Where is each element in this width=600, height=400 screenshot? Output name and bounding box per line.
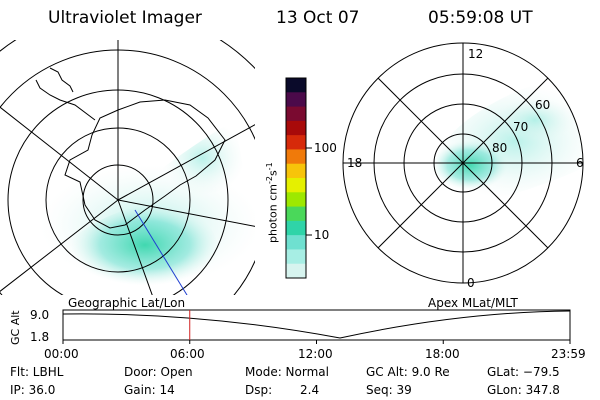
- alt-tick-9: 9.0: [30, 308, 50, 322]
- date-label: 13 Oct 07: [276, 8, 360, 28]
- info-door: Door: Open: [124, 365, 193, 379]
- colorbar: [286, 78, 306, 279]
- mlt-label-12: 12: [468, 47, 484, 61]
- time-tick-0000: 00:00: [44, 347, 79, 361]
- time-tick-2359: 23:59: [551, 347, 586, 361]
- colorbar-segment: [286, 149, 306, 165]
- colorbar-unit-label: photon cm-2s-1: [265, 162, 280, 243]
- info-seq: Seq: 39: [366, 383, 412, 397]
- colorbar-segment: [286, 235, 306, 250]
- unit-sup-2: -1: [265, 162, 274, 171]
- colorbar-tick-10: 10: [314, 228, 330, 242]
- colorbar-segment: [286, 120, 306, 136]
- time-tick-1800: 18:00: [425, 347, 460, 361]
- info-mode: Mode: Normal: [245, 365, 329, 379]
- colorbar-segment: [286, 249, 306, 265]
- time-tick-1200: 12:00: [298, 347, 333, 361]
- altitude-curve: [62, 310, 571, 339]
- peninsula-outline: [35, 79, 96, 121]
- info-gc-alt: GC Alt: 9.0 Re: [366, 365, 450, 379]
- geographic-map: [0, 40, 255, 295]
- colorbar-segment: [286, 192, 306, 208]
- geographic-caption: Geographic Lat/Lon: [68, 296, 186, 310]
- colorbar-segment: [286, 178, 306, 193]
- colorbar-segment: [286, 163, 306, 179]
- mlt-label-6: 6: [576, 156, 584, 170]
- apex-polar-plot: [342, 42, 584, 284]
- colorbar-segment: [286, 78, 306, 93]
- alt-tick-1-8: 1.8: [30, 330, 50, 344]
- aurora-oval-core: [432, 140, 508, 190]
- gc-alt-axis-label: GC Alt: [9, 310, 22, 345]
- apex-caption: Apex MLat/MLT: [428, 296, 518, 310]
- altitude-panel: [62, 309, 571, 344]
- info-gain: Gain: 14: [124, 383, 175, 397]
- time-label: 05:59:08 UT: [428, 8, 533, 28]
- app-title: Ultraviolet Imager: [48, 8, 202, 28]
- info-ip: IP: 36.0: [10, 383, 56, 397]
- colorbar-segment: [286, 220, 306, 236]
- antarctica-outline: [64, 99, 226, 229]
- unit-mid: s: [266, 170, 280, 177]
- mlat-label-70: 70: [513, 120, 529, 134]
- colorbar-segment: [286, 106, 306, 122]
- colorbar-segment: [286, 206, 306, 222]
- info-glat: GLat: −79.5: [487, 365, 560, 379]
- south-america-outline: [49, 67, 74, 93]
- colorbar-segment: [286, 135, 306, 150]
- colorbar-segment: [286, 263, 306, 279]
- mlat-label-60: 60: [535, 98, 551, 112]
- time-tick-0600: 06:00: [170, 347, 205, 361]
- mlt-label-18: 18: [347, 156, 363, 170]
- unit-sup-1: -2: [265, 176, 274, 185]
- info-glon: GLon: 347.8: [487, 383, 560, 397]
- info-dsp-value: 2.4: [300, 383, 320, 397]
- mlat-label-80: 80: [492, 141, 508, 155]
- info-dsp-label: Dsp:: [245, 383, 273, 397]
- orbit-track: [134, 209, 188, 295]
- colorbar-segment: [286, 92, 306, 108]
- aurora-patch: [160, 120, 245, 196]
- mlt-label-0: 0: [467, 276, 475, 290]
- aurora-band: [70, 204, 220, 286]
- unit-main: photon cm: [266, 184, 280, 243]
- aurora-oval-arc: [495, 98, 575, 142]
- colorbar-tick-100: 100: [314, 141, 337, 155]
- info-flt: Flt: LBHL: [10, 365, 64, 379]
